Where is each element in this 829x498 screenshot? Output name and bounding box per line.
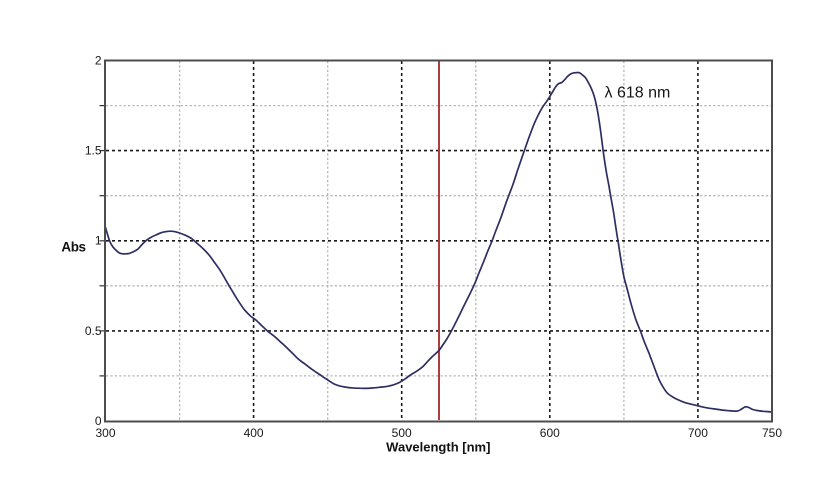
svg-text:400: 400 bbox=[244, 426, 264, 440]
svg-text:2: 2 bbox=[95, 54, 102, 68]
svg-text:1: 1 bbox=[95, 234, 102, 248]
svg-text:750: 750 bbox=[762, 426, 782, 440]
svg-text:500: 500 bbox=[392, 426, 412, 440]
svg-text:λ 618 nm: λ 618 nm bbox=[605, 85, 671, 102]
svg-text:700: 700 bbox=[688, 426, 708, 440]
svg-text:Wavelength [nm]: Wavelength [nm] bbox=[386, 440, 490, 455]
svg-text:1.5: 1.5 bbox=[85, 144, 102, 158]
svg-text:Abs: Abs bbox=[61, 240, 85, 255]
svg-text:0.5: 0.5 bbox=[85, 324, 102, 338]
svg-text:0: 0 bbox=[95, 414, 102, 428]
svg-text:600: 600 bbox=[540, 426, 560, 440]
svg-text:300: 300 bbox=[95, 426, 115, 440]
